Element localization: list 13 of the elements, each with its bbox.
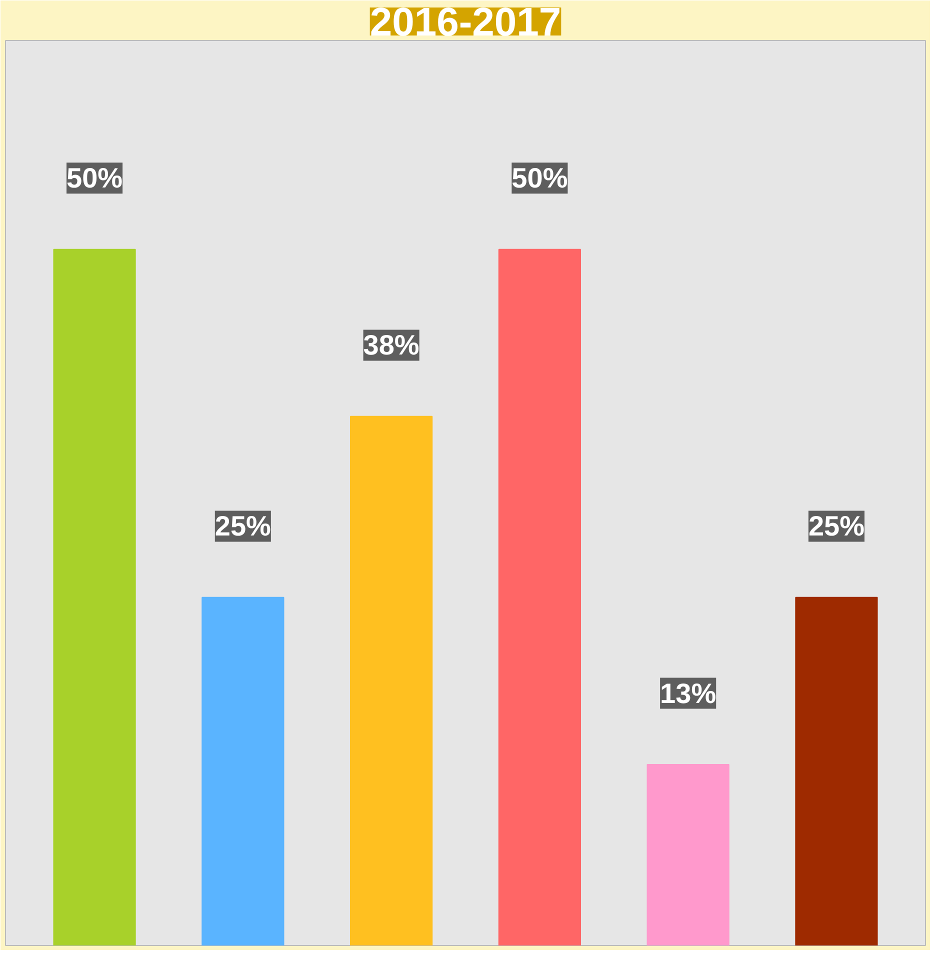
bar	[350, 416, 433, 946]
data-label: 50%	[66, 162, 123, 194]
chart-title: 2016-2017	[370, 0, 562, 44]
data-label: 25%	[808, 510, 865, 542]
bar	[498, 248, 581, 946]
data-label: 25%	[214, 510, 272, 542]
data-label: 50%	[512, 162, 568, 194]
bar	[646, 764, 730, 946]
bar	[795, 596, 878, 946]
bar	[202, 596, 284, 946]
bar	[53, 248, 136, 946]
data-label: 13%	[660, 678, 716, 709]
data-label: 38%	[363, 330, 420, 361]
